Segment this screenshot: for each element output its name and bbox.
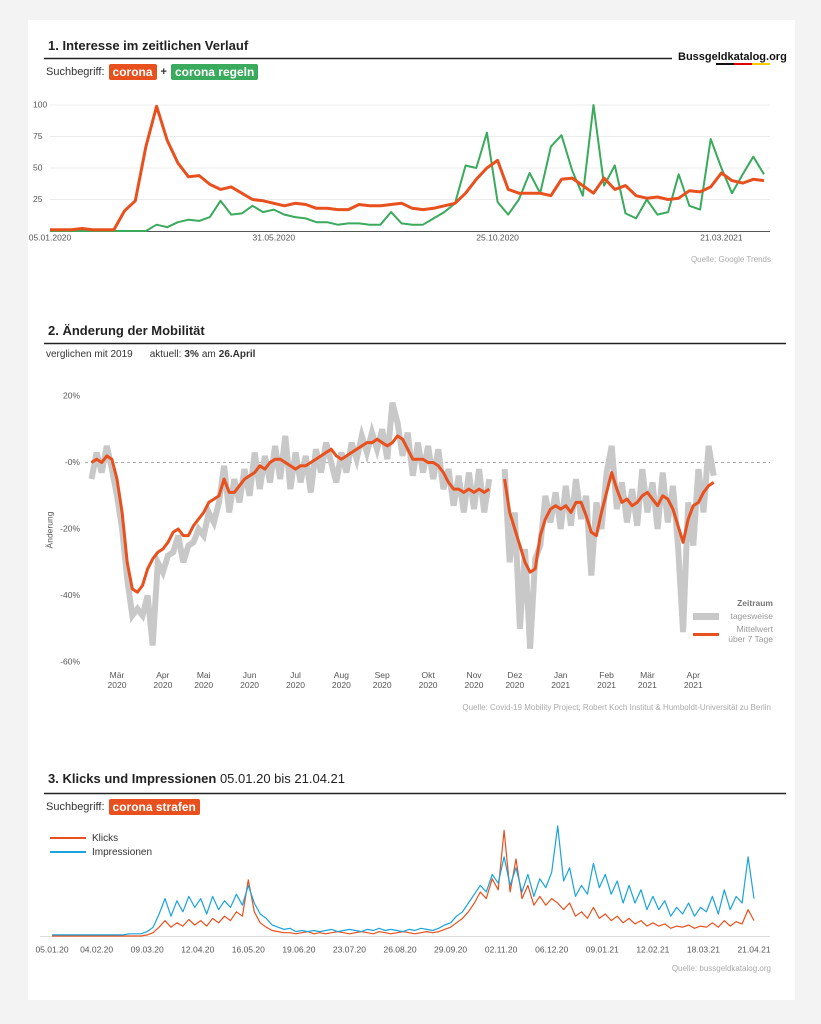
data-line	[90, 434, 491, 594]
x-tick-label: Mär 2020	[107, 670, 127, 690]
data-line	[50, 104, 765, 232]
legend-label: Mittelwert über 7 Tage	[728, 624, 773, 644]
legend-badge: corona regeln	[170, 64, 259, 80]
x-tick-label: 21.04.21	[737, 944, 770, 954]
section-subtitle: 05.01.20 bis 21.04.21	[219, 771, 346, 786]
y-tick-label: 25	[33, 194, 43, 204]
current-date-prefix: am	[201, 349, 216, 360]
x-tick-label: Nov 2020	[464, 670, 484, 690]
source: Quelle: bussgeldkatalog.org	[671, 964, 771, 973]
x-tick-label: 09.01.21	[586, 944, 619, 954]
legend-label: tagesweise	[730, 611, 773, 621]
comparison: verglichen mit 2019	[46, 349, 133, 360]
search-row: Suchbegriff: corona + corona regeln	[46, 64, 259, 80]
x-tick-label: 02.11.20	[485, 944, 518, 954]
x-tick-label: 09.03.20	[131, 944, 164, 954]
x-tick-label: 12.04.20	[181, 944, 214, 954]
search-badge: corona strafen	[108, 799, 200, 815]
section-heading: 3. Klicks und Impressionen 05.01.20 bis …	[48, 771, 345, 786]
flag-stripe	[752, 63, 770, 65]
y-tick-label: -60%	[60, 656, 80, 666]
x-tick-label: Apr 2020	[153, 670, 173, 690]
x-tick-label: Feb 2021	[597, 670, 617, 690]
x-tick-label: 18.03.21	[687, 944, 720, 954]
legend-item: Mittelwert über 7 Tage	[693, 624, 773, 644]
x-tick-label: 21.03.2021	[700, 232, 743, 242]
x-tick-label: Sep 2020	[372, 670, 392, 690]
legend-swatch	[693, 632, 719, 636]
data-line	[52, 829, 755, 937]
y-tick-label: -0%	[65, 457, 81, 467]
x-tick-label: Jan 2021	[551, 670, 571, 690]
legend-item: Klicks	[50, 831, 152, 845]
current-label: aktuell:	[149, 349, 182, 360]
x-tick-label: 26.08.20	[383, 944, 416, 954]
x-tick-label: Aug 2020	[331, 670, 351, 690]
y-tick-label: 50	[33, 162, 43, 172]
section-title: 3. Klicks und Impressionen	[48, 771, 217, 786]
x-tick-label: 05.01.20	[35, 944, 68, 954]
x-tick-label: 06.12.20	[535, 944, 568, 954]
source: Quelle: Covid-19 Mobility Project; Rober…	[462, 703, 771, 712]
data-line	[50, 104, 765, 232]
joiner: +	[160, 66, 167, 78]
x-tick-label: Jun 2020	[240, 670, 260, 690]
x-tick-label: 31.05.2020	[253, 232, 296, 242]
x-tick-label: 12.02.21	[636, 944, 669, 954]
current-date: 26.April	[218, 349, 256, 360]
search-label: Suchbegriff:	[46, 66, 105, 78]
y-tick-label: 20%	[63, 390, 80, 400]
flag-stripe	[734, 63, 752, 65]
y-tick-label: -40%	[60, 590, 80, 600]
legend: Klicks Impressionen	[50, 831, 152, 859]
x-tick-label: 05.01.2020	[29, 232, 72, 242]
y-tick-label: 75	[33, 131, 43, 141]
x-tick-label: 25.10.2020	[476, 232, 519, 242]
legend-badge: corona	[108, 64, 157, 80]
daily-band	[88, 401, 493, 646]
section-title: 2. Änderung der Mobilität	[48, 323, 205, 338]
legend-title: Zeitraum	[737, 598, 773, 608]
search-label: Suchbegriff:	[46, 801, 105, 813]
x-tick-label: 23.07.20	[333, 944, 366, 954]
current-value: 3%	[184, 349, 199, 360]
flag-stripe	[716, 63, 734, 65]
x-tick-label: Mai 2020	[194, 670, 214, 690]
legend-item: tagesweise	[693, 611, 773, 621]
x-tick-label: Okt 2020	[418, 670, 438, 690]
x-tick-label: 16.05.20	[232, 944, 265, 954]
legend-swatch	[693, 612, 719, 620]
legend-label: Impressionen	[92, 846, 153, 858]
data-line	[503, 471, 715, 574]
x-tick-label: 04.02.20	[80, 944, 113, 954]
x-tick-label: 29.09.20	[434, 944, 467, 954]
y-tick-label: 100	[33, 99, 47, 109]
y-axis-label: Änderung	[44, 511, 54, 548]
x-tick-label: Dez 2020	[505, 670, 525, 690]
search-row: Suchbegriff: corona strafen	[46, 799, 200, 815]
data-line	[52, 825, 755, 936]
x-tick-label: Apr 2021	[683, 670, 703, 690]
x-tick-label: Mär 2021	[637, 670, 657, 690]
source: Quelle: Google Trends	[690, 255, 771, 264]
legend-item: Impressionen	[50, 845, 152, 859]
x-tick-label: Jul 2020	[286, 670, 305, 690]
brand: Bussgeldkatalog.org	[678, 51, 787, 63]
legend-swatch	[50, 837, 86, 839]
y-tick-label: -20%	[60, 523, 80, 533]
legend-swatch	[50, 851, 86, 853]
subtitle: verglichen mit 2019 aktuell: 3% am 26.Ap…	[46, 349, 255, 360]
daily-band	[501, 445, 717, 649]
x-tick-label: 19.06.20	[282, 944, 315, 954]
section-title: 1. Interesse im zeitlichen Verlauf	[48, 38, 249, 53]
legend: Zeitraum tagesweise Mittelwert über 7 Tag…	[693, 598, 773, 644]
legend-label: Klicks	[92, 832, 119, 844]
